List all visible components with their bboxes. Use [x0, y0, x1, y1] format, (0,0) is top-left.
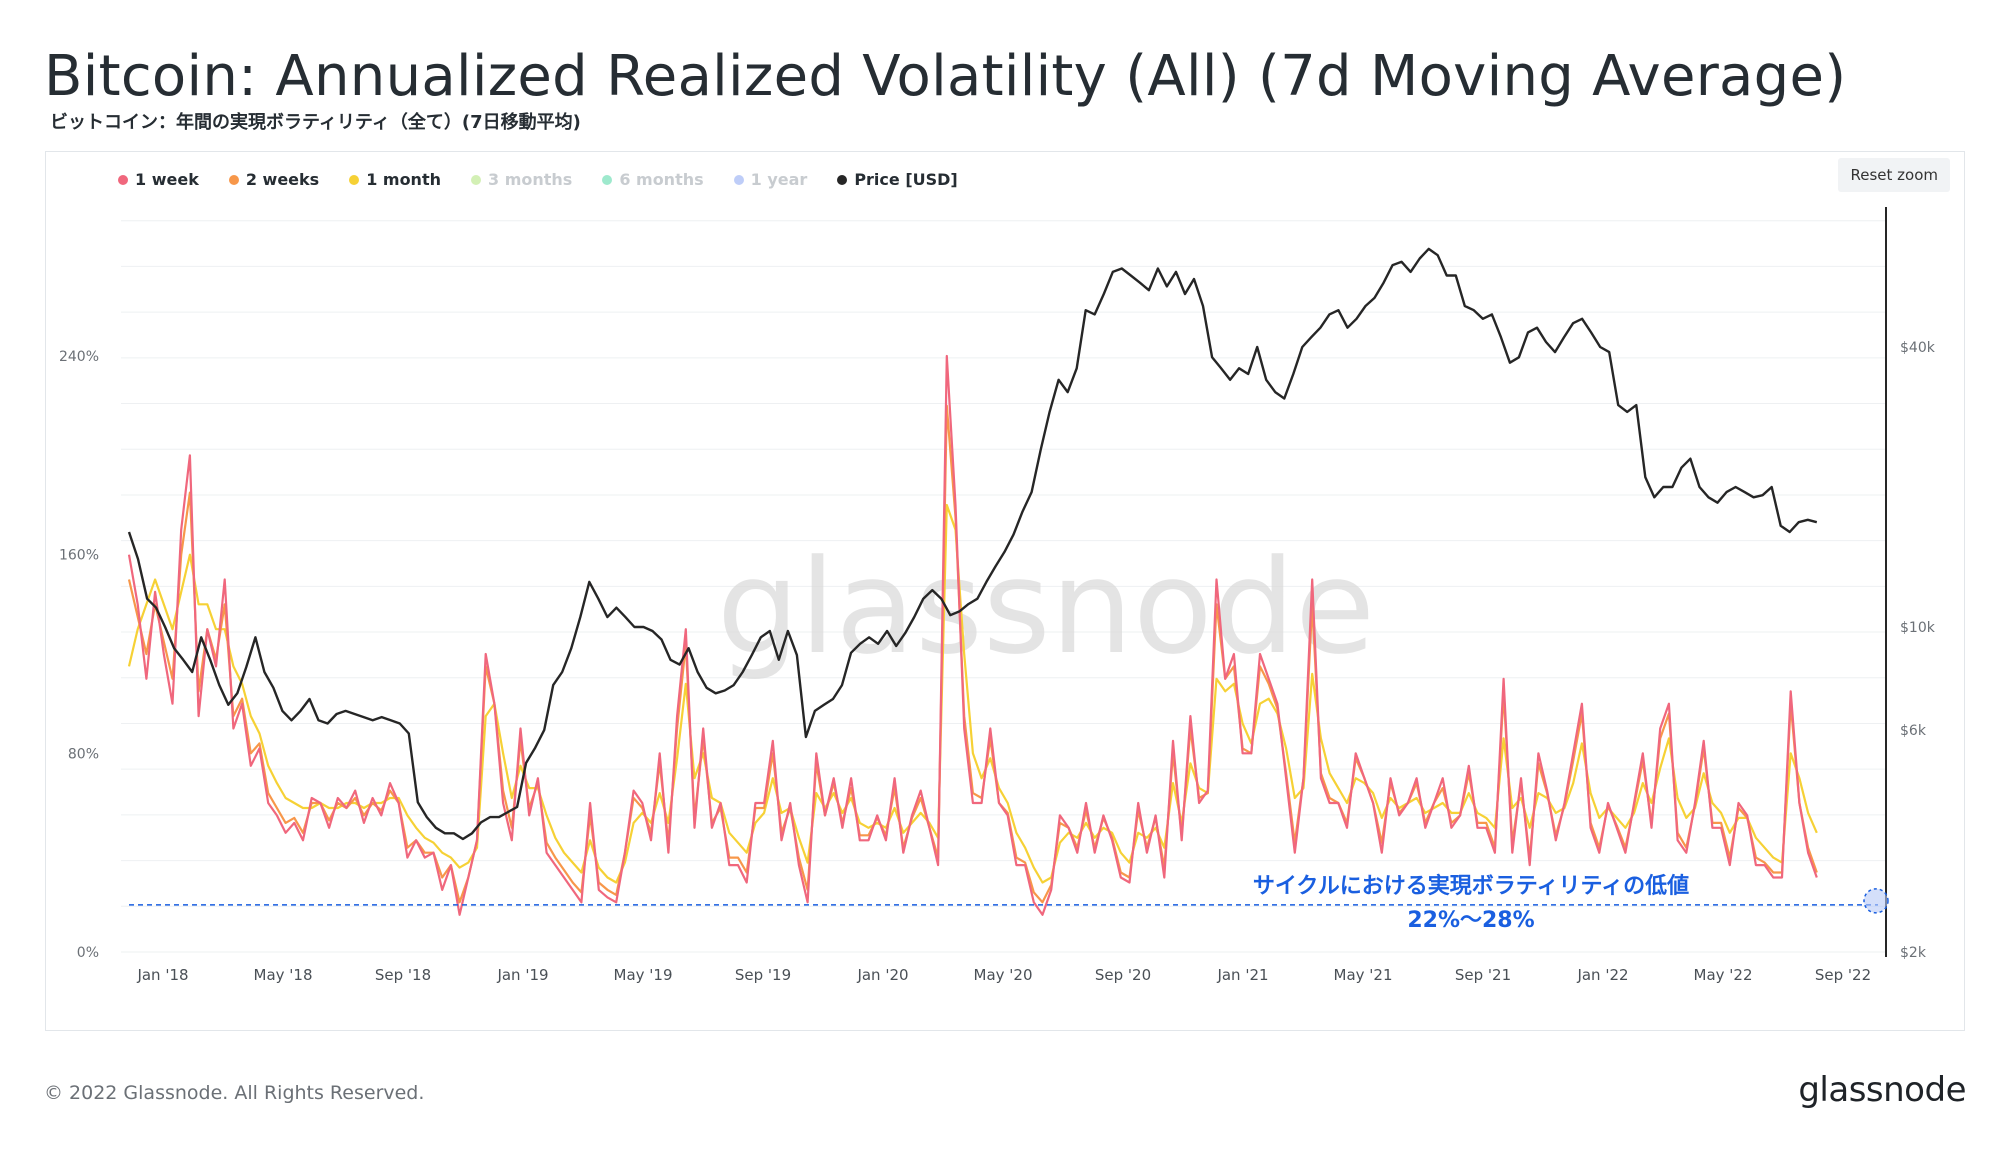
- legend-item-6-months[interactable]: 6 months: [602, 170, 704, 189]
- legend-item-3-months[interactable]: 3 months: [470, 170, 573, 189]
- annotation-text-line2: 22%～28%: [1407, 908, 1534, 933]
- legend-dot-icon: [733, 174, 744, 185]
- legend-item-1-year[interactable]: 1 year: [733, 170, 808, 189]
- legend-dot-icon: [470, 174, 481, 185]
- series-line-1-week: [127, 354, 1818, 916]
- series-line-price-usd: [127, 247, 1818, 841]
- x-tick-label: May '19: [614, 966, 673, 984]
- legend-dot-icon: [349, 174, 360, 185]
- y-left-tick-label: 160%: [59, 548, 99, 564]
- x-tick-label: Jan '22: [1576, 966, 1628, 984]
- legend-label: 1 month: [366, 170, 441, 189]
- x-tick-label: Jan '18: [136, 966, 188, 984]
- legend-dot-icon: [118, 174, 128, 185]
- legend-label: 2 weeks: [245, 170, 320, 189]
- x-tick-label: Jan '20: [856, 966, 908, 984]
- x-tick-label: Sep '21: [1455, 966, 1511, 984]
- reset-zoom-button[interactable]: Reset zoom: [1838, 158, 1950, 192]
- annotation-text-line1: サイクルにおける実現ボラティリティの低値: [1253, 873, 1689, 899]
- x-tick-label: Sep '19: [735, 966, 791, 984]
- y-left-tick-label: 0%: [77, 945, 99, 961]
- page-title: Bitcoin: Annualized Realized Volatility …: [44, 44, 1847, 109]
- x-tick-label: May '18: [254, 966, 313, 984]
- x-tick-label: May '21: [1334, 966, 1393, 984]
- y-right-tick-label: $10k: [1900, 620, 1936, 636]
- chart-svg[interactable]: 0% 80% 160% 240% $2k $6k $10k $40k Jan '18 May '1…: [46, 152, 1964, 1030]
- legend-label: 6 months: [619, 170, 704, 189]
- annotation-marker-icon: [1863, 888, 1889, 914]
- x-tick-label: Sep '22: [1815, 966, 1871, 984]
- y-right-tick-label: $40k: [1900, 340, 1936, 356]
- legend-item-price-usd[interactable]: Price [USD]: [837, 170, 958, 189]
- glassnode-logo: glassnode: [1798, 1070, 1966, 1110]
- y-right-tick-label: $2k: [1900, 945, 1927, 961]
- x-tick-label: Sep '20: [1095, 966, 1151, 984]
- x-tick-label: May '20: [974, 966, 1033, 984]
- chart-panel: 0% 80% 160% 240% $2k $6k $10k $40k Jan '18 May '1…: [45, 151, 1965, 1031]
- x-tick-label: May '22: [1694, 966, 1753, 984]
- x-tick-label: Sep '18: [375, 966, 431, 984]
- legend-item-1-month[interactable]: 1 month: [349, 170, 441, 189]
- legend-label: 1 year: [750, 170, 808, 189]
- y-left-tick-label: 240%: [59, 349, 99, 365]
- watermark: glassnode: [717, 531, 1375, 683]
- copyright-text: © 2022 Glassnode. All Rights Reserved.: [44, 1082, 425, 1104]
- y-left-tick-label: 80%: [68, 746, 99, 762]
- page-subtitle: ビットコイン：年間の実現ボラティリティ（全て）(7日移動平均): [50, 112, 581, 133]
- chart-legend: 1 week 2 weeks 1 month 3 months 6 months 1 ye…: [118, 170, 958, 189]
- legend-label: Price [USD]: [854, 170, 958, 189]
- legend-dot-icon: [602, 174, 613, 185]
- x-tick-label: Jan '19: [496, 966, 548, 984]
- legend-dot-icon: [837, 174, 848, 185]
- y-right-tick-label: $6k: [1900, 723, 1927, 739]
- legend-dot-icon: [228, 174, 239, 185]
- legend-item-1-week[interactable]: 1 week: [118, 170, 199, 189]
- x-tick-label: Jan '21: [1216, 966, 1268, 984]
- legend-item-2-weeks[interactable]: 2 weeks: [228, 170, 320, 189]
- legend-label: 1 week: [135, 170, 199, 189]
- legend-label: 3 months: [487, 170, 573, 189]
